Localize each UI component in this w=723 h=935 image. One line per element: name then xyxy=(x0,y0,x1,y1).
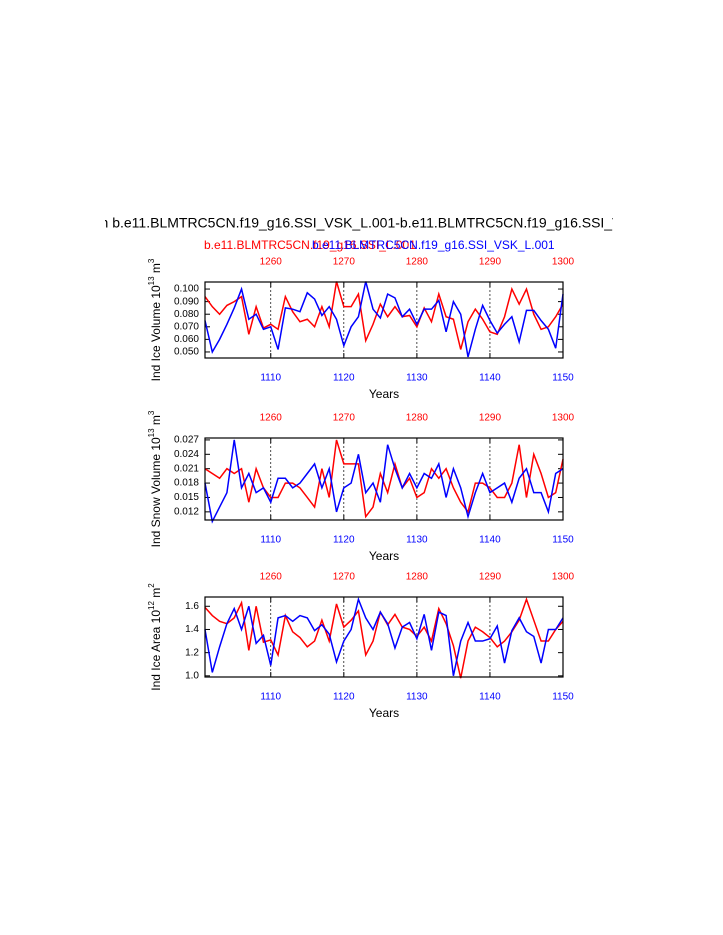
x2-tick-label: 1290 xyxy=(479,572,502,583)
x-tick-label: 1140 xyxy=(479,692,501,703)
x-tick-label: 1110 xyxy=(260,373,281,384)
plot-frame xyxy=(204,281,564,359)
x2-tick-label: 1270 xyxy=(333,572,356,583)
y-axis-title: Ind Ice Area 1012 m2 xyxy=(147,583,163,691)
y-axis-title-part: 2 xyxy=(147,583,156,588)
y-tick-label: 0.060 xyxy=(174,334,199,345)
x-tick-label: 1110 xyxy=(260,535,281,546)
series-line xyxy=(204,281,564,358)
x2-tick-label: 1280 xyxy=(406,572,429,583)
y-tick-label: 0.100 xyxy=(174,284,199,295)
y-tick-label: 0.080 xyxy=(174,309,199,320)
y-tick-label: 1.4 xyxy=(185,624,199,635)
x2-tick-label: 1300 xyxy=(552,413,575,424)
y-axis-title: Ind Ice Volume 1013 m3 xyxy=(147,258,163,381)
y-axis-title-part: m xyxy=(149,263,163,276)
y-tick-label: 0.090 xyxy=(174,296,199,307)
series-line xyxy=(204,281,564,350)
x-tick-label: 1130 xyxy=(406,373,428,384)
y-axis-title-part: 3 xyxy=(147,410,156,415)
y-tick-label: 1.2 xyxy=(185,647,199,658)
y-axis-title-part: m xyxy=(149,588,163,601)
x-tick-label: 1140 xyxy=(479,373,501,384)
x2-tick-label: 1280 xyxy=(406,413,429,424)
y-axis-title-part: Ind Snow Volume 10 xyxy=(149,437,163,547)
x-tick-label: 1120 xyxy=(333,692,355,703)
y-tick-label: 0.050 xyxy=(174,347,199,358)
y-axis-title-part: 13 xyxy=(147,276,156,285)
y-tick-label: 1.6 xyxy=(185,601,199,612)
legend-entry: b.e11.BLMTRC5CN.f19_g16.SSI_VSK_L.001 xyxy=(312,238,555,252)
x2-tick-label: 1280 xyxy=(406,257,429,268)
y-axis-title-part: m xyxy=(149,415,163,428)
y-tick-label: 0.021 xyxy=(174,463,199,474)
x-tick-label: 1120 xyxy=(333,373,355,384)
y-axis-title-part: Ind Ice Volume 10 xyxy=(149,285,163,381)
x-axis-title: Years xyxy=(369,549,399,563)
chart-title: n b.e11.BLMTRC5CN.f19_g16.SSI_VSK_L.001-… xyxy=(101,215,623,231)
y-axis-title-part: 3 xyxy=(147,258,156,263)
x2-tick-label: 1270 xyxy=(333,413,356,424)
series-line xyxy=(204,596,564,676)
x-tick-label: 1120 xyxy=(333,535,355,546)
y-tick-label: 0.015 xyxy=(174,492,199,503)
y-axis-title: Ind Snow Volume 1013 m3 xyxy=(147,410,163,547)
series-line xyxy=(204,439,564,524)
y-axis-title-part: 13 xyxy=(147,428,156,437)
y-tick-label: 1.0 xyxy=(185,670,199,681)
x-tick-label: 1150 xyxy=(552,692,574,703)
x2-tick-label: 1290 xyxy=(479,257,502,268)
x2-tick-label: 1300 xyxy=(552,257,575,268)
x-tick-label: 1130 xyxy=(406,692,428,703)
x2-tick-label: 1260 xyxy=(260,257,283,268)
x2-tick-label: 1260 xyxy=(260,413,283,424)
legend-entry: b.e11.BLMTRC5CN.f19_g16.SSI_L.001 xyxy=(204,238,416,252)
y-tick-label: 0.012 xyxy=(174,506,199,517)
y-axis-title-part: Ind Ice Area 10 xyxy=(149,610,163,691)
y-axis-title-part: 12 xyxy=(147,601,156,610)
y-tick-label: 0.027 xyxy=(174,435,199,446)
y-tick-label: 0.070 xyxy=(174,321,199,332)
x-tick-label: 1130 xyxy=(406,535,428,546)
x-tick-label: 1140 xyxy=(479,535,501,546)
x-tick-label: 1150 xyxy=(552,373,574,384)
y-tick-label: 0.018 xyxy=(174,478,199,489)
y-tick-label: 0.024 xyxy=(174,449,199,460)
x-axis-title: Years xyxy=(369,387,399,401)
x-tick-label: 1150 xyxy=(552,535,574,546)
plot-frame xyxy=(204,437,564,521)
plot-frame xyxy=(204,596,564,678)
x-axis-title: Years xyxy=(369,706,399,720)
x-tick-label: 1110 xyxy=(260,692,281,703)
x2-tick-label: 1260 xyxy=(260,572,283,583)
x2-tick-label: 1290 xyxy=(479,413,502,424)
x2-tick-label: 1300 xyxy=(552,572,575,583)
x2-tick-label: 1270 xyxy=(333,257,356,268)
